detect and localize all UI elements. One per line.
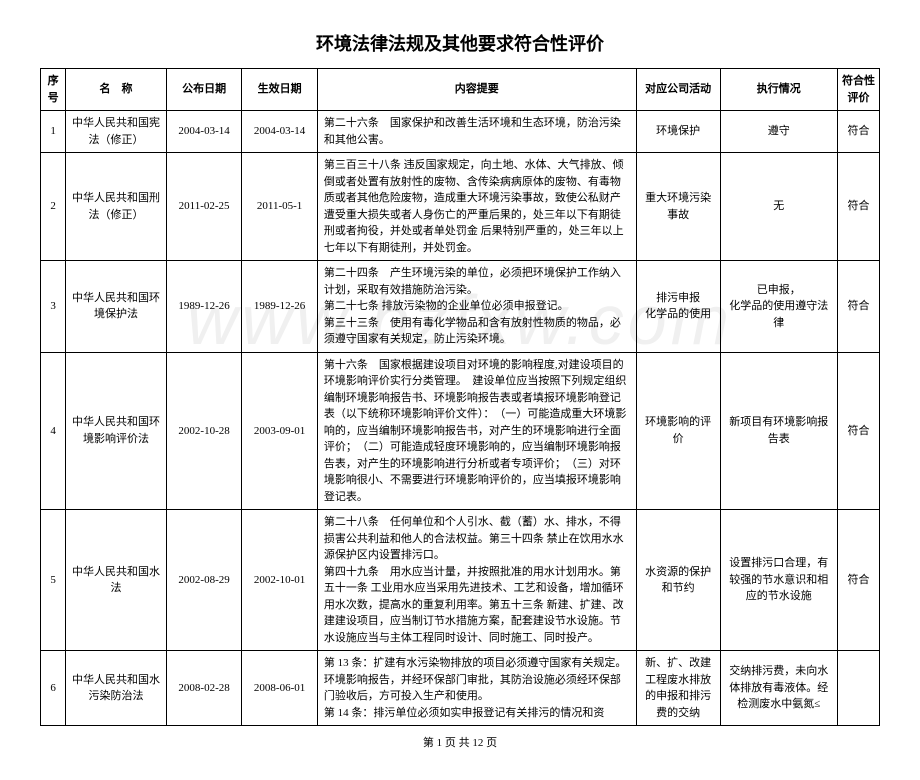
cell: 符合: [838, 352, 880, 510]
cell: 1: [41, 111, 66, 153]
cell: 水资源的保护和节约: [636, 510, 720, 651]
cell: 新、扩、改建工程废水排放的申报和排污费的交纳: [636, 651, 720, 726]
col-activity: 对应公司活动: [636, 69, 720, 111]
table-row: 4中华人民共和国环境影响评价法2002-10-282003-09-01第十六条 …: [41, 352, 880, 510]
cell: 第 13 条：扩建有水污染物排放的项目必须遵守国家有关规定。环境影响报告，并经环…: [317, 651, 636, 726]
cell: 2002-08-29: [166, 510, 242, 651]
cell: 1989-12-26: [242, 261, 318, 353]
cell: 2008-06-01: [242, 651, 318, 726]
cell: 第十六条 国家根据建设项目对环境的影响程度,对建设项目的环境影响评价实行分类管理…: [317, 352, 636, 510]
col-content: 内容提要: [317, 69, 636, 111]
cell: 环境影响的评价: [636, 352, 720, 510]
cell: 排污申报化学品的使用: [636, 261, 720, 353]
cell: 2003-09-01: [242, 352, 318, 510]
table-row: 5中华人民共和国水法2002-08-292002-10-01第二十八条 任何单位…: [41, 510, 880, 651]
cell: 中华人民共和国环境保护法: [66, 261, 167, 353]
cell: 4: [41, 352, 66, 510]
cell: 第三百三十八条 违反国家规定，向土地、水体、大气排放、倾倒或者处置有放射性的废物…: [317, 153, 636, 261]
cell: 第二十四条 产生环境污染的单位，必须把环境保护工作纳入计划，采取有效措施防治污染…: [317, 261, 636, 353]
cell: 3: [41, 261, 66, 353]
page-footer: 第 1 页 共 12 页: [40, 734, 880, 750]
table-header-row: 序号 名 称 公布日期 生效日期 内容提要 对应公司活动 执行情况 符合性评价: [41, 69, 880, 111]
cell: 中华人民共和国水法: [66, 510, 167, 651]
cell: 1989-12-26: [166, 261, 242, 353]
col-pub: 公布日期: [166, 69, 242, 111]
cell: 中华人民共和国刑法（修正）: [66, 153, 167, 261]
cell: 第二十八条 任何单位和个人引水、截（蓄）水、排水，不得损害公共利益和他人的合法权…: [317, 510, 636, 651]
cell: 环境保护: [636, 111, 720, 153]
cell: 2: [41, 153, 66, 261]
cell: 无: [720, 153, 837, 261]
cell: 2011-05-1: [242, 153, 318, 261]
cell: 已申报，化学品的使用遵守法律: [720, 261, 837, 353]
cell: 第二十六条 国家保护和改善生活环境和生态环境，防治污染和其他公害。: [317, 111, 636, 153]
col-status: 执行情况: [720, 69, 837, 111]
cell: 2004-03-14: [242, 111, 318, 153]
cell: 5: [41, 510, 66, 651]
cell: 2008-02-28: [166, 651, 242, 726]
table-row: 1中华人民共和国宪法（修正）2004-03-142004-03-14第二十六条 …: [41, 111, 880, 153]
compliance-table: 序号 名 称 公布日期 生效日期 内容提要 对应公司活动 执行情况 符合性评价 …: [40, 68, 880, 726]
cell: 符合: [838, 153, 880, 261]
cell: 交纳排污费，未向水体排放有毒液体。经检测废水中氨氮≤: [720, 651, 837, 726]
cell: 2004-03-14: [166, 111, 242, 153]
col-eval: 符合性评价: [838, 69, 880, 111]
table-row: 2中华人民共和国刑法（修正）2011-02-252011-05-1第三百三十八条…: [41, 153, 880, 261]
cell: 2011-02-25: [166, 153, 242, 261]
table-row: 6中华人民共和国水污染防治法2008-02-282008-06-01第 13 条…: [41, 651, 880, 726]
cell: 2002-10-28: [166, 352, 242, 510]
col-name: 名 称: [66, 69, 167, 111]
cell: 符合: [838, 510, 880, 651]
cell: 重大环境污染事故: [636, 153, 720, 261]
table-row: 3中华人民共和国环境保护法1989-12-261989-12-26第二十四条 产…: [41, 261, 880, 353]
cell: 新项目有环境影响报告表: [720, 352, 837, 510]
cell: 中华人民共和国水污染防治法: [66, 651, 167, 726]
cell: 中华人民共和国宪法（修正）: [66, 111, 167, 153]
cell: 遵守: [720, 111, 837, 153]
col-no: 序号: [41, 69, 66, 111]
cell: 2002-10-01: [242, 510, 318, 651]
page-title: 环境法律法规及其他要求符合性评价: [40, 30, 880, 56]
cell: 符合: [838, 261, 880, 353]
cell: 6: [41, 651, 66, 726]
cell: 中华人民共和国环境影响评价法: [66, 352, 167, 510]
cell: 设置排污口合理，有较强的节水意识和相应的节水设施: [720, 510, 837, 651]
cell: 符合: [838, 111, 880, 153]
cell: [838, 651, 880, 726]
col-eff: 生效日期: [242, 69, 318, 111]
